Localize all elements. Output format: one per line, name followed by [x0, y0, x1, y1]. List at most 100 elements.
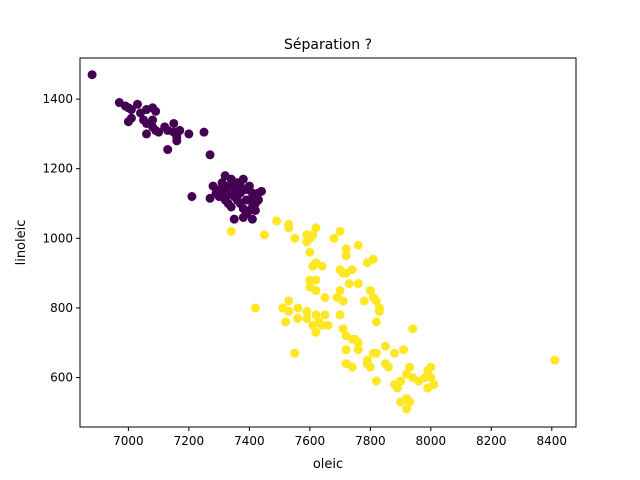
data-point	[353, 240, 363, 250]
x-tick-label: 7200	[174, 434, 205, 448]
data-point	[329, 233, 339, 243]
data-point	[350, 334, 360, 344]
data-point	[238, 174, 248, 184]
data-point	[187, 192, 197, 202]
data-point	[402, 393, 412, 403]
data-point	[347, 362, 357, 372]
data-point	[341, 251, 351, 261]
data-point	[199, 127, 209, 137]
data-point	[365, 362, 375, 372]
data-point	[302, 313, 312, 323]
data-point	[284, 306, 294, 316]
y-tick-label: 800	[50, 301, 73, 315]
data-point	[311, 275, 321, 285]
data-point	[368, 254, 378, 264]
data-point	[371, 296, 381, 306]
data-point	[374, 303, 384, 313]
data-point	[426, 373, 436, 383]
data-point	[311, 223, 321, 233]
x-tick-label: 8400	[537, 434, 568, 448]
data-point	[402, 404, 412, 414]
data-point	[238, 212, 248, 222]
data-point	[272, 216, 282, 226]
data-point	[172, 136, 182, 146]
data-point	[429, 380, 439, 390]
data-point	[132, 99, 142, 109]
data-point	[408, 324, 418, 334]
data-point	[308, 320, 318, 330]
data-point	[359, 296, 369, 306]
data-point	[371, 376, 381, 386]
data-point	[399, 345, 409, 355]
data-point	[87, 70, 97, 80]
data-point	[338, 296, 348, 306]
data-point	[126, 113, 136, 123]
data-point	[226, 226, 236, 236]
data-point	[284, 223, 294, 233]
data-point	[335, 226, 345, 236]
data-point	[371, 317, 381, 327]
data-point	[281, 317, 291, 327]
data-point	[256, 186, 266, 196]
data-point	[338, 324, 348, 334]
points-layer	[87, 70, 560, 414]
data-point	[305, 247, 315, 257]
data-point	[250, 303, 260, 313]
data-point	[426, 362, 436, 372]
data-point	[259, 230, 269, 240]
data-point	[154, 127, 164, 137]
data-point	[184, 129, 194, 139]
x-tick-label: 8000	[416, 434, 447, 448]
data-point	[250, 205, 260, 215]
data-point	[344, 279, 354, 289]
data-point	[347, 265, 357, 275]
y-tick-label: 1200	[42, 162, 73, 176]
data-point	[293, 313, 303, 323]
x-axis-ticks: 7000 7200 7400 7600 7800 8000 8200 8400	[113, 427, 567, 448]
data-point	[142, 129, 152, 139]
y-tick-label: 600	[50, 371, 73, 385]
data-point	[163, 145, 173, 155]
y-axis-ticks: 600 800 1000 1200 1400	[42, 92, 80, 385]
data-point	[148, 115, 158, 125]
y-tick-label: 1400	[42, 92, 73, 106]
data-point	[253, 195, 263, 205]
data-point	[405, 362, 415, 372]
x-tick-label: 7400	[234, 434, 265, 448]
data-point	[317, 261, 327, 271]
x-tick-label: 7600	[295, 434, 326, 448]
data-point	[390, 348, 400, 358]
data-point	[383, 362, 393, 372]
data-point	[320, 310, 330, 320]
x-axis-label: oleic	[313, 457, 343, 472]
data-point	[293, 303, 303, 313]
data-point	[371, 348, 381, 358]
data-point	[335, 310, 345, 320]
data-point	[244, 195, 254, 205]
data-point	[320, 293, 330, 302]
chart-title: Séparation ?	[284, 37, 372, 53]
x-tick-label: 8200	[476, 434, 507, 448]
data-point	[226, 202, 236, 212]
data-point	[229, 214, 239, 224]
data-point	[205, 150, 215, 160]
data-point	[353, 279, 363, 289]
data-point	[220, 185, 230, 195]
data-point	[365, 286, 375, 296]
data-point	[244, 181, 254, 191]
data-point	[393, 383, 403, 393]
data-point	[151, 106, 161, 116]
data-point	[323, 320, 333, 330]
data-point	[235, 188, 245, 198]
data-point	[341, 345, 351, 355]
data-point	[335, 286, 345, 296]
data-point	[380, 341, 390, 351]
data-point	[290, 233, 300, 243]
data-point	[284, 296, 294, 306]
data-point	[290, 348, 300, 358]
data-point	[311, 327, 321, 337]
data-point	[353, 345, 363, 355]
data-point	[308, 230, 318, 240]
